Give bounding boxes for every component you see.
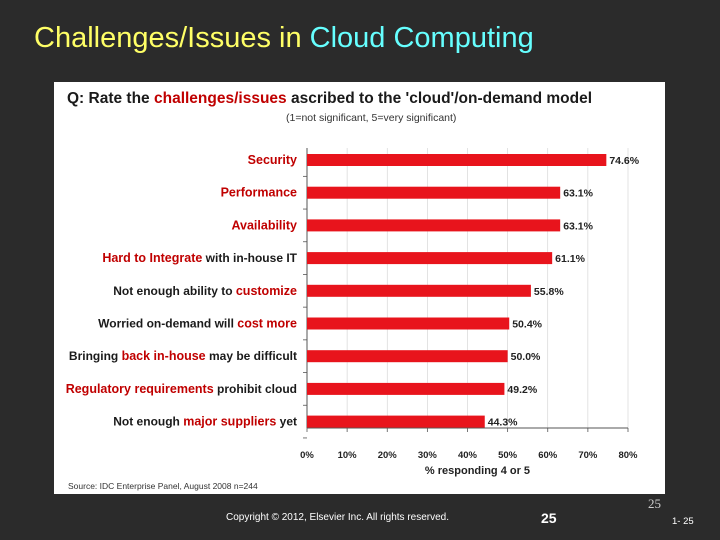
x-tick-label: 0% [300,450,314,461]
x-tick-label: 20% [378,450,398,461]
chart-panel: 0% 10% 20% 30% 40% 50% 60% 70% 80% 74.6% Security 6… [54,82,665,494]
bar-value-label: 44.3% [488,417,518,429]
chart-subtitle: (1=not significant, 5=very significant) [286,112,457,124]
category-label: Not enough ability to customize [113,284,297,298]
category-label: Worried on-demand will cost more [98,317,297,331]
bar [307,317,510,330]
category-label: Not enough major suppliers yet [113,415,297,429]
bar [307,284,531,297]
bar-chart: 0% 10% 20% 30% 40% 50% 60% 70% 80% 74.6% Security 6… [66,148,640,477]
category-label: Performance [221,186,297,200]
bar-value-label: 61.1% [555,253,585,265]
x-tick-label: 70% [578,450,598,461]
title-main: Challenges/Issues in [34,22,310,54]
category-label: Security [248,153,297,167]
bar [307,186,561,199]
question-prefix: Q: Rate the [67,90,154,107]
bar-value-label: 63.1% [563,188,593,200]
range-number: 1- 25 [672,516,694,527]
chart-question: Q: Rate the challenges/issues ascribed t… [67,90,592,108]
bar [307,415,485,428]
x-tick-label: 60% [538,450,558,461]
title-highlight: Cloud Computing [309,22,534,54]
question-highlight: challenges/issues [153,90,287,107]
x-axis-label: % responding 4 or 5 [425,465,530,477]
x-tick-label: 50% [498,450,518,461]
category-label: Availability [231,218,297,232]
bar [307,350,508,363]
slide-number: 25 [541,510,557,526]
x-tick-label: 30% [418,450,438,461]
page-number-top: 25 [648,496,661,511]
bar [307,219,561,232]
bar-value-label: 50.4% [512,319,542,331]
x-tick-label: 40% [458,450,478,461]
bar-value-label: 49.2% [507,384,537,396]
category-label: Regulatory requirements prohibit cloud [66,382,297,396]
bar-value-label: 74.6% [609,155,639,167]
bar [307,252,553,265]
category-label: Hard to Integrate with in-house IT [102,251,297,265]
category-label: Bringing back in-house may be difficult [69,349,297,363]
bar-value-label: 50.0% [511,351,541,363]
chart-source: Source: IDC Enterprise Panel, August 200… [68,481,258,491]
bar-value-label: 55.8% [534,286,564,298]
bar-value-label: 63.1% [563,220,593,232]
bar [307,154,607,166]
x-tick-label: 10% [338,450,358,461]
slide-title: Challenges/Issues in Cloud Computing [34,22,534,55]
question-suffix: ascribed to the 'cloud'/on-demand model [286,90,593,107]
bar [307,382,505,395]
x-tick-label: 80% [618,450,638,461]
copyright: Copyright © 2012, Elsevier Inc. All righ… [226,512,450,523]
